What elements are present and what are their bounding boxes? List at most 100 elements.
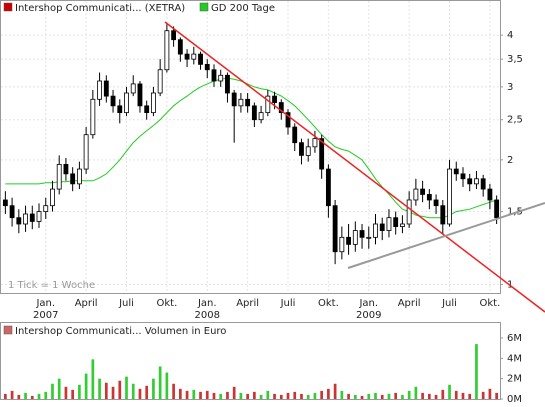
candle-body [171, 30, 177, 41]
volume-bar [212, 392, 216, 399]
candle-body [70, 173, 76, 185]
volume-bar [380, 394, 384, 399]
volume-bar [353, 394, 357, 399]
candle-body [346, 236, 352, 245]
candle-body [426, 194, 432, 201]
candle-body [272, 95, 277, 103]
volume-frame [0, 322, 501, 400]
candle-body [359, 230, 365, 238]
volume-bar [347, 393, 350, 399]
trend-line-up [347, 202, 545, 269]
volume-bar [394, 392, 398, 399]
candle-body [204, 63, 210, 71]
candle-body [184, 53, 190, 60]
volume-bar [125, 376, 128, 399]
candle-body [83, 134, 89, 170]
volume-bar [158, 366, 162, 399]
candle-body [198, 53, 203, 65]
y-tick-label: 3 [507, 82, 513, 93]
candle-body [218, 74, 224, 82]
volume-bar [131, 383, 135, 399]
volume-bar [367, 393, 371, 399]
price-frame [0, 0, 501, 294]
note: 1 Tick = 1 Woche [8, 280, 95, 291]
volume-bar [454, 390, 458, 399]
legend-swatch [3, 2, 13, 12]
candle-body [285, 112, 291, 128]
candle-body [16, 217, 22, 225]
x-tick-label: Juli [118, 298, 134, 309]
candle-body [379, 223, 385, 231]
y-tick-label: 3,5 [507, 54, 523, 65]
volume-bar [306, 394, 310, 399]
candle-body [319, 138, 325, 170]
x-tick-label: Juli [441, 298, 457, 309]
volume-bar [98, 378, 101, 399]
volume-bar [199, 391, 202, 399]
volume-bar [340, 390, 344, 399]
candle-body [110, 95, 116, 107]
candle-body [494, 199, 500, 219]
candle-body [90, 98, 96, 136]
candle-body [292, 126, 298, 144]
candle-body [433, 199, 439, 207]
x-tick-label: Okt. [480, 298, 501, 309]
candle-body [124, 92, 129, 114]
volume-bar [434, 394, 438, 399]
candle-body [43, 205, 49, 212]
volume-bar [165, 372, 169, 399]
volume-bar [192, 389, 196, 399]
candle-body [164, 30, 170, 71]
volume-bar [64, 386, 68, 399]
candle-body [258, 112, 264, 121]
volume-bar [253, 391, 256, 399]
candle-body [157, 69, 163, 94]
candle-body [2, 199, 8, 207]
candle-body [103, 80, 109, 97]
x-tick-label: Juli [280, 298, 296, 309]
y-tick-label: 4 [507, 30, 513, 41]
volume-bar [138, 388, 142, 399]
y-tick-label: 2M [507, 374, 522, 385]
candle-body [312, 138, 318, 148]
volume-bar [57, 378, 61, 399]
volume-bar [226, 391, 229, 399]
volume-bar [84, 373, 88, 399]
volume-bar [51, 383, 54, 399]
candle-body [56, 163, 62, 190]
y-tick-label: 2 [507, 155, 513, 166]
candle-body [440, 205, 446, 225]
volume-bar [481, 391, 485, 399]
candle-body [278, 102, 284, 114]
candle-body [265, 95, 271, 114]
volume-bar [10, 390, 14, 399]
candle-body [245, 98, 251, 107]
candle-body [339, 236, 345, 253]
volume-bar [205, 390, 209, 399]
candle-body [420, 188, 426, 195]
x-tick-label: April [398, 298, 421, 309]
candle-body [150, 92, 156, 114]
volume-bar [327, 388, 330, 399]
volume-bar [178, 388, 182, 399]
volume-bar [78, 384, 81, 399]
volume-bar [279, 394, 283, 399]
x-tick-label: April [75, 298, 98, 309]
x-tick-label: Jan. 2007 [33, 298, 58, 321]
volume-bar [495, 392, 498, 399]
volume-bar [111, 386, 115, 399]
volume-bar [24, 392, 27, 399]
candle-body [251, 105, 257, 121]
volume-bar [300, 393, 303, 399]
candle-body [63, 163, 69, 175]
trend-line-down [164, 21, 545, 313]
candle-body [177, 39, 183, 55]
volume-bar [239, 392, 243, 399]
volume-bar [104, 382, 108, 399]
candle-body [144, 105, 150, 114]
y-tick-label: 2,5 [507, 115, 523, 126]
y-tick-label: 6M [507, 333, 522, 344]
y-tick-label: 0M [507, 394, 522, 405]
candle-body [352, 230, 358, 245]
